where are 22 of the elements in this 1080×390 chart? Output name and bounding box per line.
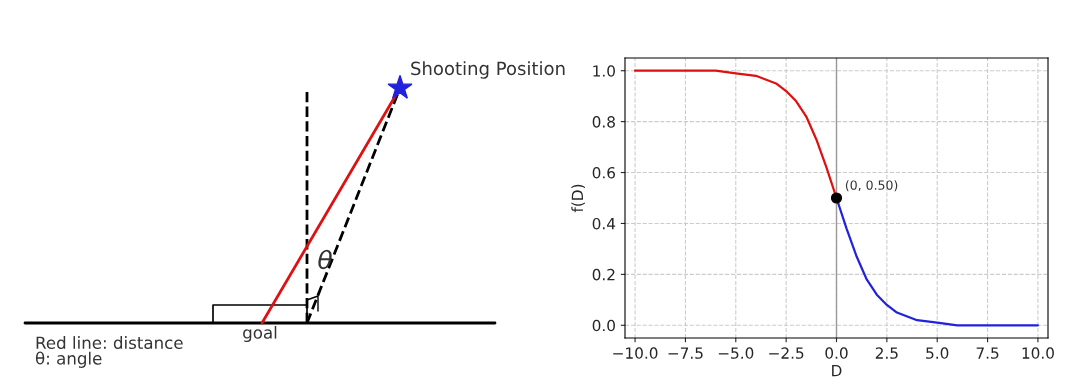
x-tick-label: −2.5 <box>769 347 804 359</box>
x-tick-label: −7.5 <box>668 347 703 359</box>
x-tick-label: 2.5 <box>875 347 898 359</box>
y-tick-label: 0.4 <box>592 217 616 230</box>
annotation: (0, 0.50) <box>845 180 898 192</box>
text: Shooting Position <box>411 61 565 79</box>
y-tick-label: 0.0 <box>592 319 615 332</box>
x-tick-label: 10.0 <box>1022 347 1054 359</box>
text: Red line: distance θ: angle <box>35 336 183 368</box>
x-tick-label: 7.5 <box>976 347 999 359</box>
x-tick-label: −5.0 <box>718 347 754 359</box>
text: goal <box>243 325 277 343</box>
y-tick-label: 0.8 <box>592 116 615 128</box>
text: θ <box>318 249 332 270</box>
x-tick-label: 0.0 <box>825 347 848 359</box>
x-axis-title: D <box>832 365 842 377</box>
x-tick-label: −10.0 <box>613 347 658 359</box>
x-tick-label: 5.0 <box>926 347 949 359</box>
y-tick-label: 1.0 <box>593 65 615 77</box>
y-axis-title: f(D) <box>571 184 585 213</box>
y-tick-label: 0.6 <box>592 167 616 179</box>
y-tick-label: 0.2 <box>592 268 615 281</box>
